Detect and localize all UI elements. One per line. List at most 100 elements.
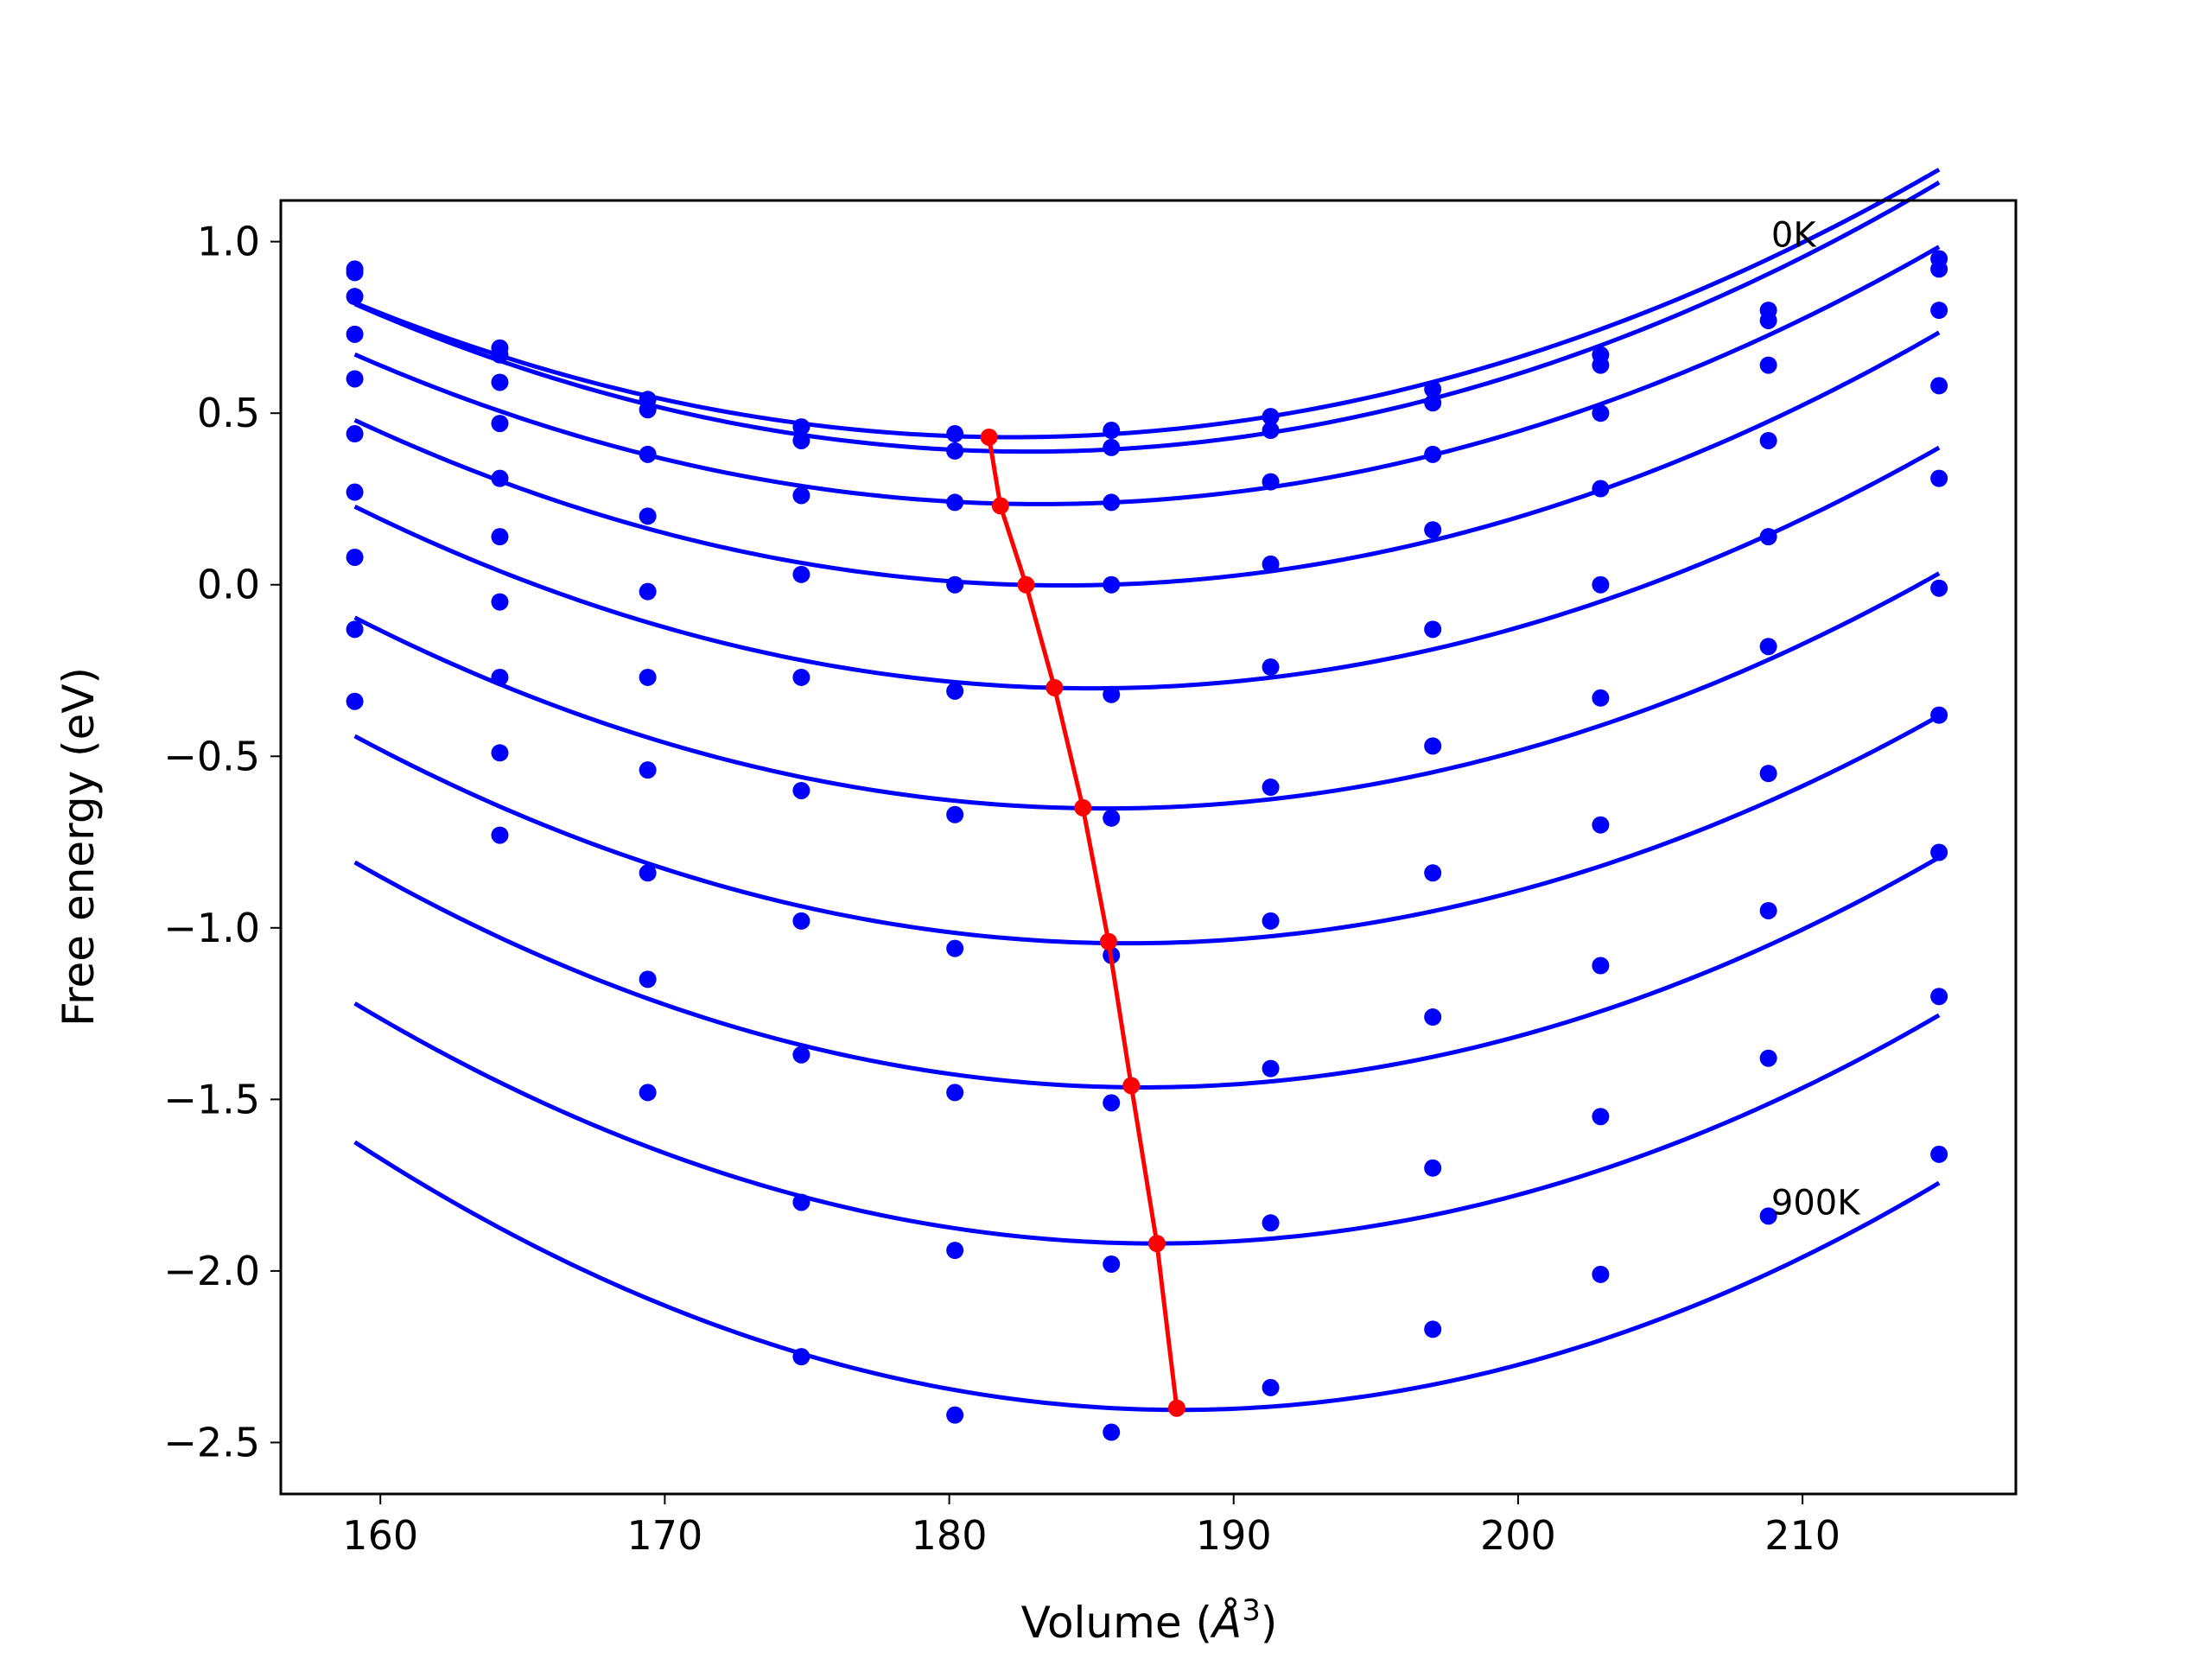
data-point xyxy=(1592,480,1610,498)
data-point xyxy=(1592,575,1610,594)
annotation-0k: 0K xyxy=(1771,216,1817,256)
data-point xyxy=(792,668,810,686)
data-point xyxy=(1592,1265,1610,1283)
data-point xyxy=(491,373,509,391)
data-point xyxy=(1262,422,1280,440)
fit-curve-6 xyxy=(353,714,1941,946)
data-point xyxy=(1930,302,1948,320)
fit-curve-3 xyxy=(353,330,1941,588)
fit-curve-2 xyxy=(353,245,1941,506)
x-axis-label-close: ) xyxy=(1261,1598,1278,1648)
y-tick-label: 0.0 xyxy=(197,562,260,608)
y-tick-label: −1.0 xyxy=(163,905,260,951)
data-point xyxy=(346,425,364,443)
x-tick-label: 180 xyxy=(912,1512,988,1559)
data-point xyxy=(946,805,964,823)
data-point xyxy=(1103,493,1121,512)
data-point xyxy=(946,1084,964,1102)
annotation-900k: 900K xyxy=(1771,1183,1861,1223)
data-point xyxy=(1759,311,1777,329)
data-point xyxy=(491,469,509,487)
data-point xyxy=(1424,737,1442,755)
x-tick-label: 210 xyxy=(1764,1512,1840,1559)
data-point xyxy=(1759,1049,1777,1067)
data-point xyxy=(792,565,810,583)
data-point xyxy=(1262,555,1280,573)
data-point xyxy=(1930,706,1948,724)
data-point xyxy=(946,939,964,957)
y-tick-label: −0.5 xyxy=(163,733,260,779)
data-point xyxy=(1424,1008,1442,1027)
x-axis-label-text: Volume ( xyxy=(1021,1598,1212,1648)
minimum-point xyxy=(1167,1399,1185,1417)
fit-curve-4 xyxy=(353,445,1941,691)
data-point xyxy=(1424,620,1442,639)
minimum-point xyxy=(1046,678,1064,696)
data-point xyxy=(491,346,509,364)
fit-curve-7 xyxy=(353,855,1941,1090)
y-tick-label: 0.5 xyxy=(197,390,260,436)
data-point xyxy=(1759,901,1777,919)
data-point xyxy=(1262,1378,1280,1396)
fit-curve-9 xyxy=(353,1140,1941,1413)
data-point xyxy=(346,288,364,306)
data-point xyxy=(792,486,810,505)
minimum-point xyxy=(1017,575,1035,594)
x-tick-label: 160 xyxy=(342,1512,418,1559)
data-point xyxy=(792,1193,810,1211)
data-point xyxy=(1262,473,1280,491)
data-point xyxy=(491,528,509,546)
data-point xyxy=(491,826,509,844)
data-point xyxy=(1592,1108,1610,1126)
data-point xyxy=(346,325,364,343)
data-point xyxy=(1759,528,1777,546)
data-point xyxy=(1930,377,1948,395)
data-point xyxy=(946,425,964,443)
data-point xyxy=(639,445,657,463)
data-point xyxy=(346,264,364,282)
data-point xyxy=(946,493,964,512)
data-point xyxy=(639,864,657,882)
data-point xyxy=(1424,1159,1442,1177)
data-point xyxy=(346,548,364,566)
data-point xyxy=(1592,689,1610,707)
data-point xyxy=(946,682,964,700)
data-point xyxy=(1759,431,1777,449)
data-point xyxy=(639,668,657,686)
y-tick-label: −2.0 xyxy=(163,1248,260,1294)
data-point xyxy=(1759,356,1777,374)
y-tick-label: −2.5 xyxy=(163,1419,260,1465)
data-point xyxy=(1592,404,1610,423)
data-point xyxy=(1930,843,1948,861)
data-point xyxy=(946,442,964,460)
x-tick-label: 200 xyxy=(1480,1512,1556,1559)
data-point xyxy=(792,1348,810,1366)
data-point xyxy=(1759,1207,1777,1225)
y-tick-label: 1.0 xyxy=(197,219,260,265)
data-point xyxy=(1262,779,1280,797)
data-point xyxy=(1424,1320,1442,1338)
data-point xyxy=(1103,422,1121,440)
data-point xyxy=(1103,1255,1121,1273)
data-point xyxy=(1424,864,1442,882)
x-axis-label: Volume (Å3) xyxy=(1021,1593,1278,1648)
data-point xyxy=(1262,658,1280,677)
data-point xyxy=(639,507,657,525)
data-point xyxy=(1930,469,1948,487)
y-axis-label: Free energy (eV) xyxy=(54,667,104,1027)
data-point xyxy=(1262,1214,1280,1232)
data-point xyxy=(1103,685,1121,703)
data-point xyxy=(491,415,509,433)
data-point xyxy=(1424,445,1442,463)
data-point xyxy=(792,1046,810,1064)
minimum-point xyxy=(1122,1077,1141,1095)
fit-curve-1 xyxy=(353,181,1941,454)
minimum-point xyxy=(1147,1235,1166,1253)
axes: 160 170 180 190 200 210 1.0 0.5 0.0 −0.5 −1.0 −1.5 −… xyxy=(163,219,1840,1559)
data-point xyxy=(1759,765,1777,783)
data-point xyxy=(639,1084,657,1102)
data-point xyxy=(1930,579,1948,597)
plot-area xyxy=(346,168,1948,1441)
data-point xyxy=(639,582,657,601)
